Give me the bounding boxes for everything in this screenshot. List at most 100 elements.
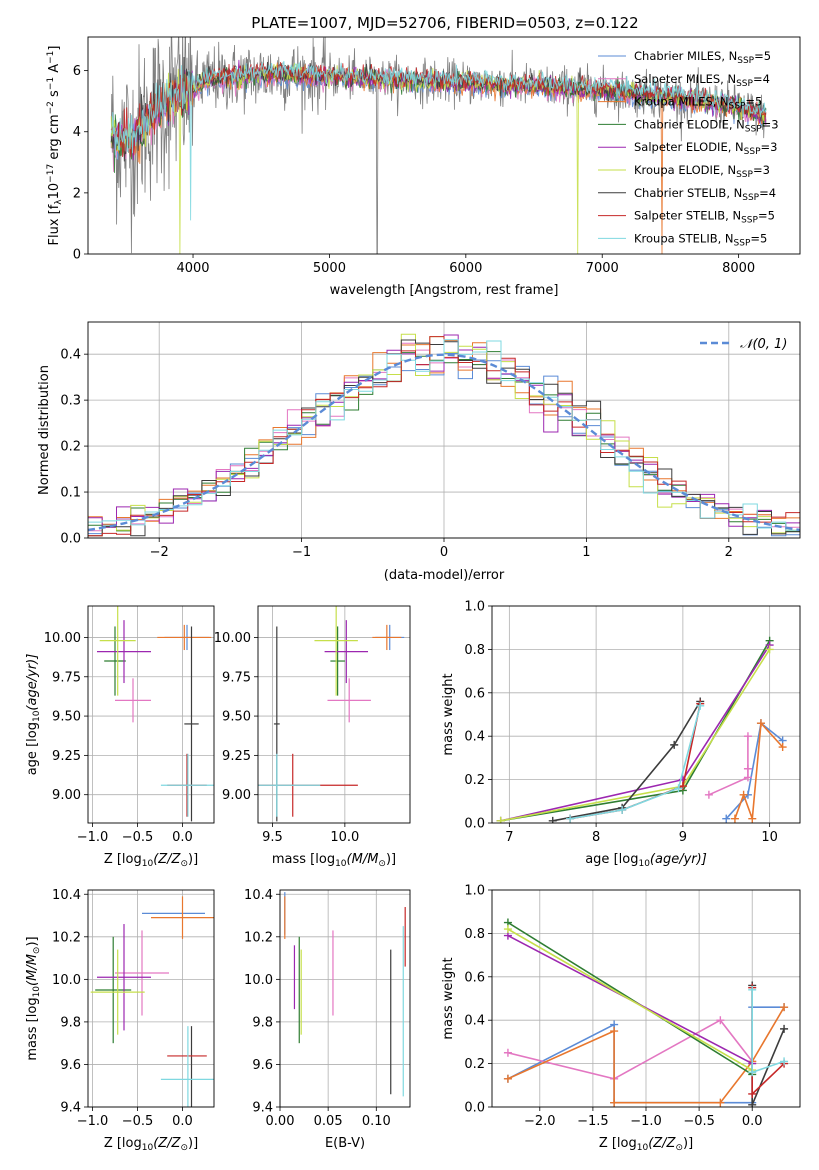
y-tick-label: 9.50 <box>222 710 251 725</box>
y-tick-label: 10.00 <box>44 631 81 646</box>
data-point-marker <box>610 1098 619 1107</box>
y-tick-label: 9.75 <box>222 670 251 685</box>
label-part: s <box>47 90 62 101</box>
label-part: 10 <box>32 986 42 998</box>
point-kroupa-stelib <box>160 1026 214 1107</box>
series-line <box>569 705 701 820</box>
x-tick-label: 0.05 <box>314 1114 343 1129</box>
x-tick-label: 0.0 <box>172 1114 193 1129</box>
label-part: age [log <box>585 852 638 867</box>
series-chabrier-stelib <box>548 697 705 823</box>
y-axis-label: mass [log10(M/M⊙)] <box>25 936 42 1060</box>
label-part: ⊙ <box>180 1143 188 1153</box>
series-line <box>507 1019 753 1080</box>
y-tick-label: 0.2 <box>60 440 81 455</box>
data-point-marker <box>496 816 505 823</box>
hist-kroupa-stelib <box>88 339 800 531</box>
y-tick-label: 9.6 <box>252 1058 273 1073</box>
y-tick-label: 0.0 <box>464 817 485 832</box>
label-part: Z [log <box>104 1136 142 1151</box>
label-part: Chabrier ELODIE, N <box>634 117 745 131</box>
label-part: 10 <box>335 859 347 869</box>
point-salpeter-elodie <box>97 924 151 1031</box>
label-part: )] <box>683 1136 693 1151</box>
x-tick-label: 7000 <box>586 261 619 276</box>
data-point-marker <box>748 985 757 994</box>
y-tick-label: 0.2 <box>464 773 485 788</box>
series-line <box>725 721 784 820</box>
y-tick-label: 9.50 <box>52 710 81 725</box>
y-tick-label: 9.25 <box>52 749 81 764</box>
label-part: =5 <box>758 209 775 223</box>
data-point-marker <box>618 805 627 814</box>
y-tick-label: 10.2 <box>52 930 81 945</box>
series-kroupa-miles <box>730 719 787 823</box>
x-axis-label: age [log10(age/yr)] <box>585 852 707 869</box>
data-point-marker <box>678 782 687 791</box>
data-point-marker <box>548 816 557 823</box>
y-tick-label: 9.75 <box>52 670 81 685</box>
point-kroupa-stelib <box>160 753 214 817</box>
x-tick-label: 0 <box>440 545 448 560</box>
label-part: =5 <box>754 49 771 63</box>
plot-area <box>496 636 787 823</box>
data-point-marker <box>566 814 575 823</box>
y-tick-label: 2 <box>73 186 81 201</box>
y-tick-label: 0.4 <box>464 730 485 745</box>
data-point-marker <box>743 773 752 782</box>
axes-residuals: −2 −1 0 1 2 0.0 0.1 0.2 0.3 0.4 𝒩(0, 1) (data-model… <box>37 321 801 583</box>
label-part: Flux [f <box>47 204 62 245</box>
legend-entry: Salpeter ELODIE, NSSP=3 <box>634 140 777 157</box>
data-point-marker <box>756 719 765 728</box>
y-tick-label: 10.00 <box>214 631 251 646</box>
label-part: Kroupa MILES, N <box>634 95 729 109</box>
axes-frame <box>87 889 215 1108</box>
y-tick-label: 9.00 <box>222 788 251 803</box>
model-spectrum-salpeter-stelib <box>110 61 767 158</box>
legend-entry: Chabrier STELIB, NSSP=4 <box>634 186 776 203</box>
data-point-marker <box>778 743 787 752</box>
series-kroupa-stelib <box>566 701 705 823</box>
label-part: )] <box>188 1136 198 1151</box>
point-kroupa-stelib <box>258 753 321 817</box>
axes-frame <box>491 605 801 824</box>
x-tick-label: 4000 <box>176 261 209 276</box>
plot-area <box>88 333 800 537</box>
y-tick-label: 9.8 <box>252 1015 273 1030</box>
y-axis-label-group: mass [log10(M/M⊙)] <box>25 936 42 1060</box>
label-part: =3 <box>762 117 779 131</box>
label-part: 10 <box>142 1143 154 1153</box>
y-tick-label: 0.0 <box>464 1101 485 1116</box>
y-tick-label: 0.8 <box>464 927 485 942</box>
axes-frame <box>279 889 411 1108</box>
data-point-marker <box>610 1027 619 1036</box>
series-salpeter-miles <box>503 1016 757 1083</box>
label-part: −1 <box>46 51 56 64</box>
axes-mass_vs_Z: −1.0 −0.5 0.09.49.69.810.010.210.4Z [log10… <box>25 888 215 1153</box>
x-tick-label: 10 <box>761 830 778 845</box>
data-point-marker <box>670 740 679 749</box>
series-salpeter-miles <box>704 732 752 799</box>
series-chabrier-elodie <box>496 636 774 823</box>
x-tick-label: −1.5 <box>577 1114 609 1129</box>
y-axis-label: mass weight <box>441 673 456 755</box>
label-part: −17 <box>46 164 56 183</box>
x-tick-label: −1.0 <box>77 830 109 845</box>
axes-mass_vs_ebv: 0.00 0.05 0.10 9.4 9.6 9.8 10.0 10.2 10.4 E(B-V) <box>244 888 411 1151</box>
series-chabrier-miles <box>722 719 787 823</box>
label-part: =4 <box>753 72 770 86</box>
x-tick-label: 9.5 <box>262 830 283 845</box>
label-part: SSP <box>742 193 759 203</box>
data-point-marker <box>748 1089 757 1098</box>
plot-area <box>503 918 789 1107</box>
label-part: (age/yr)] <box>650 852 707 867</box>
label-part: Salpeter ELODIE, N <box>634 140 744 154</box>
plot-area <box>110 37 767 254</box>
label-part: 10 <box>638 859 650 869</box>
data-point-marker <box>748 1068 757 1077</box>
y-tick-label: 10.4 <box>52 888 81 903</box>
legend-entry: Chabrier ELODIE, NSSP=3 <box>634 117 779 134</box>
data-point-marker <box>780 1057 789 1066</box>
label-part: (M/M <box>25 954 40 986</box>
